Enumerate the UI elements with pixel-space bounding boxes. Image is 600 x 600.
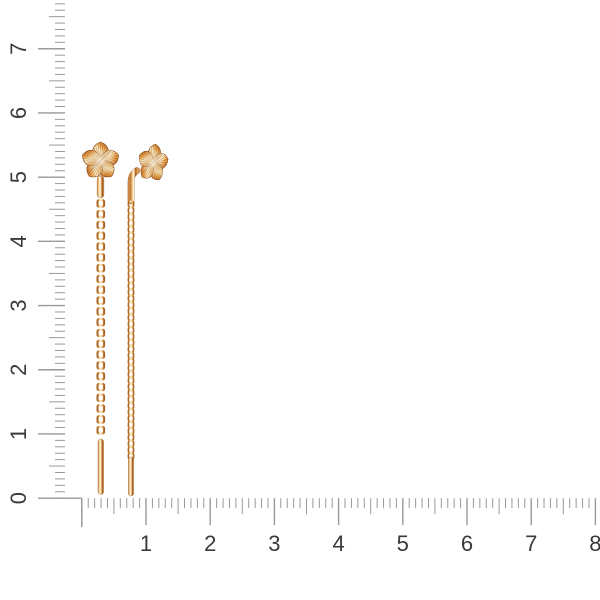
svg-text:1: 1 bbox=[140, 531, 152, 556]
svg-text:4: 4 bbox=[332, 531, 344, 556]
svg-text:5: 5 bbox=[397, 531, 409, 556]
svg-text:3: 3 bbox=[268, 531, 280, 556]
svg-text:6: 6 bbox=[461, 531, 473, 556]
svg-text:1: 1 bbox=[6, 428, 31, 440]
svg-text:4: 4 bbox=[6, 235, 31, 247]
svg-text:8: 8 bbox=[589, 531, 600, 556]
svg-text:3: 3 bbox=[6, 299, 31, 311]
svg-text:0: 0 bbox=[6, 492, 31, 504]
svg-text:2: 2 bbox=[204, 531, 216, 556]
svg-text:6: 6 bbox=[6, 107, 31, 119]
svg-text:5: 5 bbox=[6, 171, 31, 183]
svg-text:2: 2 bbox=[6, 364, 31, 376]
svg-text:7: 7 bbox=[525, 531, 537, 556]
svg-text:7: 7 bbox=[6, 43, 31, 55]
